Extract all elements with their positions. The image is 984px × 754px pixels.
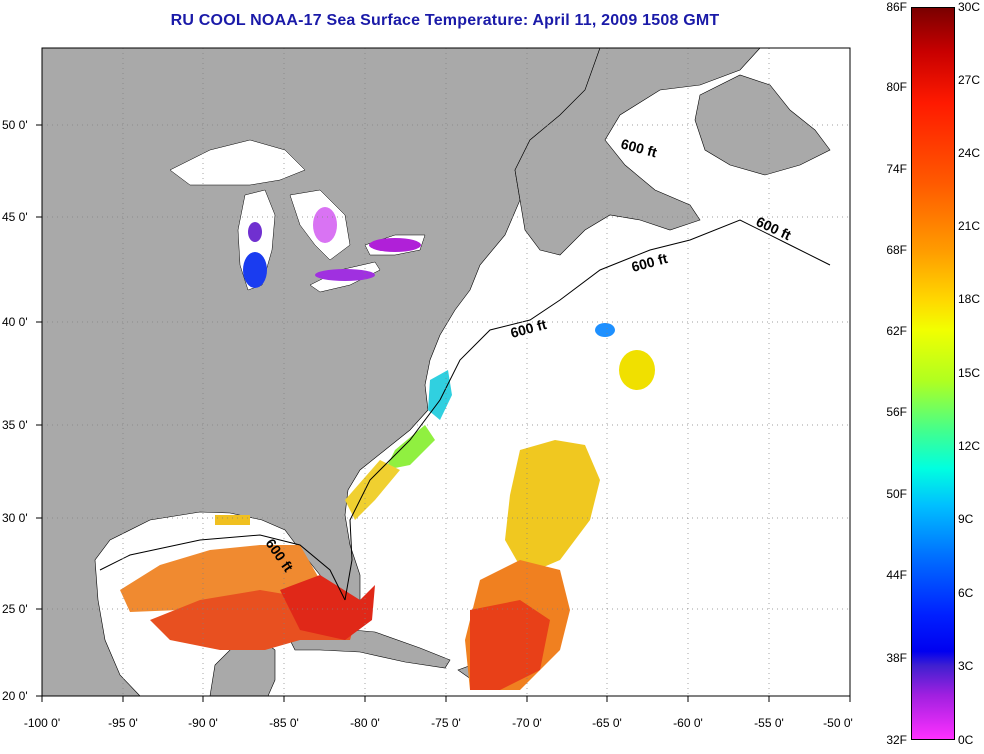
- sst-patch-florida-straits: [280, 575, 375, 640]
- colorbar-label-c: 3C: [958, 659, 974, 673]
- y-tick-label: 20 0': [2, 689, 28, 703]
- colorbar-label-f: 86F: [886, 0, 907, 14]
- sst-patch-lake-ontario: [369, 238, 421, 252]
- sst-patch-lake-michigan-north: [248, 222, 262, 242]
- y-tick-label: 40 0': [2, 315, 28, 329]
- x-tick-label: -85 0': [269, 716, 299, 730]
- colorbar-label-f: 44F: [886, 568, 907, 582]
- y-tick-label: 45 0': [2, 210, 28, 224]
- tick-marks: [36, 124, 851, 702]
- x-tick-label: -55 0': [754, 716, 784, 730]
- colorbar-label-c: 6C: [958, 586, 974, 600]
- colorbar-label-f: 50F: [886, 487, 907, 501]
- land-north-america: [41, 47, 601, 697]
- x-tick-label: -65 0': [592, 716, 622, 730]
- land-atlantic-canada: [514, 47, 761, 256]
- colorbar-label-f: 32F: [886, 733, 907, 747]
- grid-lines: [42, 48, 850, 696]
- colorbar-label-c: 27C: [958, 73, 981, 87]
- y-tick-label: 50 0': [2, 118, 28, 132]
- colorbar-label-f: 62F: [886, 324, 907, 338]
- isobath-600ft-atlantic: [344, 219, 831, 601]
- colorbar-label-c: 12C: [958, 439, 981, 453]
- sst-patch-sargasso: [505, 440, 600, 575]
- lake-superior: [169, 139, 306, 186]
- sst-patch-shelf-carolina: [385, 425, 435, 470]
- map-title: RU COOL NOAA-17 Sea Surface Temperature:…: [170, 12, 720, 29]
- sst-patch-lake-erie: [315, 269, 375, 281]
- x-tick-label: -60 0': [673, 716, 703, 730]
- colorbar-label-f: 68F: [886, 243, 907, 257]
- colorbar-label-f: 56F: [886, 405, 907, 419]
- y-tick-label: 30 0': [2, 511, 28, 525]
- colorbar-label-f: 80F: [886, 80, 907, 94]
- sst-patch-gulf-stream-north: [619, 350, 655, 390]
- colorbar-label-c: 24C: [958, 146, 981, 160]
- x-tick-label: -80 0': [350, 716, 380, 730]
- colorbar-label-c: 18C: [958, 292, 981, 306]
- sst-patch-gulf-coast: [215, 515, 250, 525]
- colorbar-label-c: 0C: [958, 733, 974, 747]
- sst-patch-bahamas-red: [470, 600, 550, 690]
- x-tick-label: -50 0': [823, 716, 853, 730]
- sst-patch-shelf-georgia: [345, 460, 400, 520]
- x-tick-label: -90 0': [188, 716, 218, 730]
- y-tick-label: 35 0': [2, 418, 28, 432]
- colorbar-label-f: 38F: [886, 651, 907, 665]
- y-tick-label: 25 0': [2, 602, 28, 616]
- x-tick-label: -95 0': [108, 716, 138, 730]
- colorbar-label-f: 74F: [886, 162, 907, 176]
- x-tick-label: -75 0': [431, 716, 461, 730]
- colorbar-label-c: 9C: [958, 512, 974, 526]
- colorbar-label-c: 21C: [958, 219, 981, 233]
- colorbar-label-c: 30C: [958, 0, 981, 14]
- x-tick-label: -100 0': [24, 716, 60, 730]
- sst-patch-lake-michigan: [243, 252, 267, 288]
- color-scale-bar: [911, 7, 955, 740]
- isobath-600ft-gulf: [99, 534, 346, 601]
- x-tick-label: -70 0': [512, 716, 542, 730]
- sst-patch-lake-huron: [313, 207, 337, 243]
- sst-patch-georges-bank: [595, 323, 615, 337]
- colorbar-label-c: 15C: [958, 366, 981, 380]
